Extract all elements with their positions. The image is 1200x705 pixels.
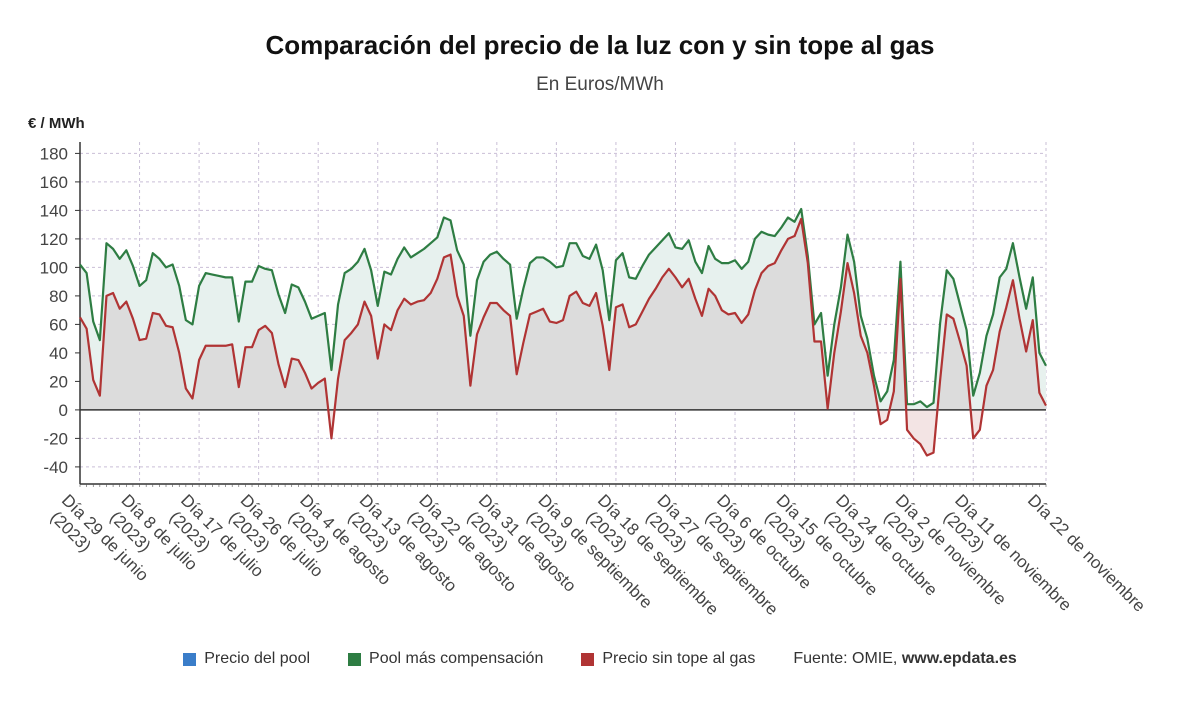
compensation-band (80, 208, 1046, 456)
x-tick-label: Día 22 de noviembre (1024, 491, 1149, 616)
y-tick-label: 80 (49, 287, 68, 306)
y-tick-label: 20 (49, 372, 68, 391)
y-tick-label: 120 (40, 230, 68, 249)
legend-swatch-pool-compensacion (348, 652, 362, 666)
legend-label-pool-compensacion: Pool más compensación (369, 650, 544, 667)
legend-item-pool[interactable]: Precio del pool (183, 650, 310, 668)
axis-layer (75, 142, 1047, 487)
series-line-pool-compensacion (79, 207, 1047, 409)
series-layer (79, 207, 1047, 457)
y-tick-label: 140 (40, 201, 68, 220)
price-area (80, 218, 1046, 456)
svg-text:Día 22 de noviembre: Día 22 de noviembre (1024, 491, 1149, 616)
chart-title: Comparación del precio de la luz con y s… (265, 30, 935, 60)
legend-swatch-sin-tope (581, 652, 595, 666)
legend-item-pool-compensacion[interactable]: Pool más compensación (348, 650, 543, 668)
y-tick-label: 40 (49, 344, 68, 363)
legend-item-sin-tope[interactable]: Precio sin tope al gas (581, 650, 755, 668)
y-tick-label: 100 (40, 258, 68, 277)
y-tick-label: 60 (49, 315, 68, 334)
y-tick-label: 0 (59, 401, 68, 420)
y-tick-label: 160 (40, 173, 68, 192)
chart-subtitle: En Euros/MWh (536, 74, 664, 95)
y-tick-label: -40 (43, 458, 68, 477)
legend-label-sin-tope: Precio sin tope al gas (602, 650, 756, 667)
legend-swatch-pool (183, 652, 197, 666)
y-axis-unit-label: € / MWh (28, 115, 85, 132)
source-note: Fuente: OMIE, www.epdata.es (793, 650, 1016, 668)
chart-legend: Precio del pool Pool más compensación Pr… (0, 650, 1200, 668)
legend-label-pool: Precio del pool (204, 650, 311, 667)
area-layer (80, 208, 1046, 456)
y-tick-label: 180 (40, 144, 68, 163)
source-prefix: Fuente: OMIE, (793, 650, 902, 667)
series-line-sin-tope (79, 217, 1047, 457)
source-link[interactable]: www.epdata.es (901, 650, 1017, 667)
y-tick-label: -20 (43, 429, 68, 448)
